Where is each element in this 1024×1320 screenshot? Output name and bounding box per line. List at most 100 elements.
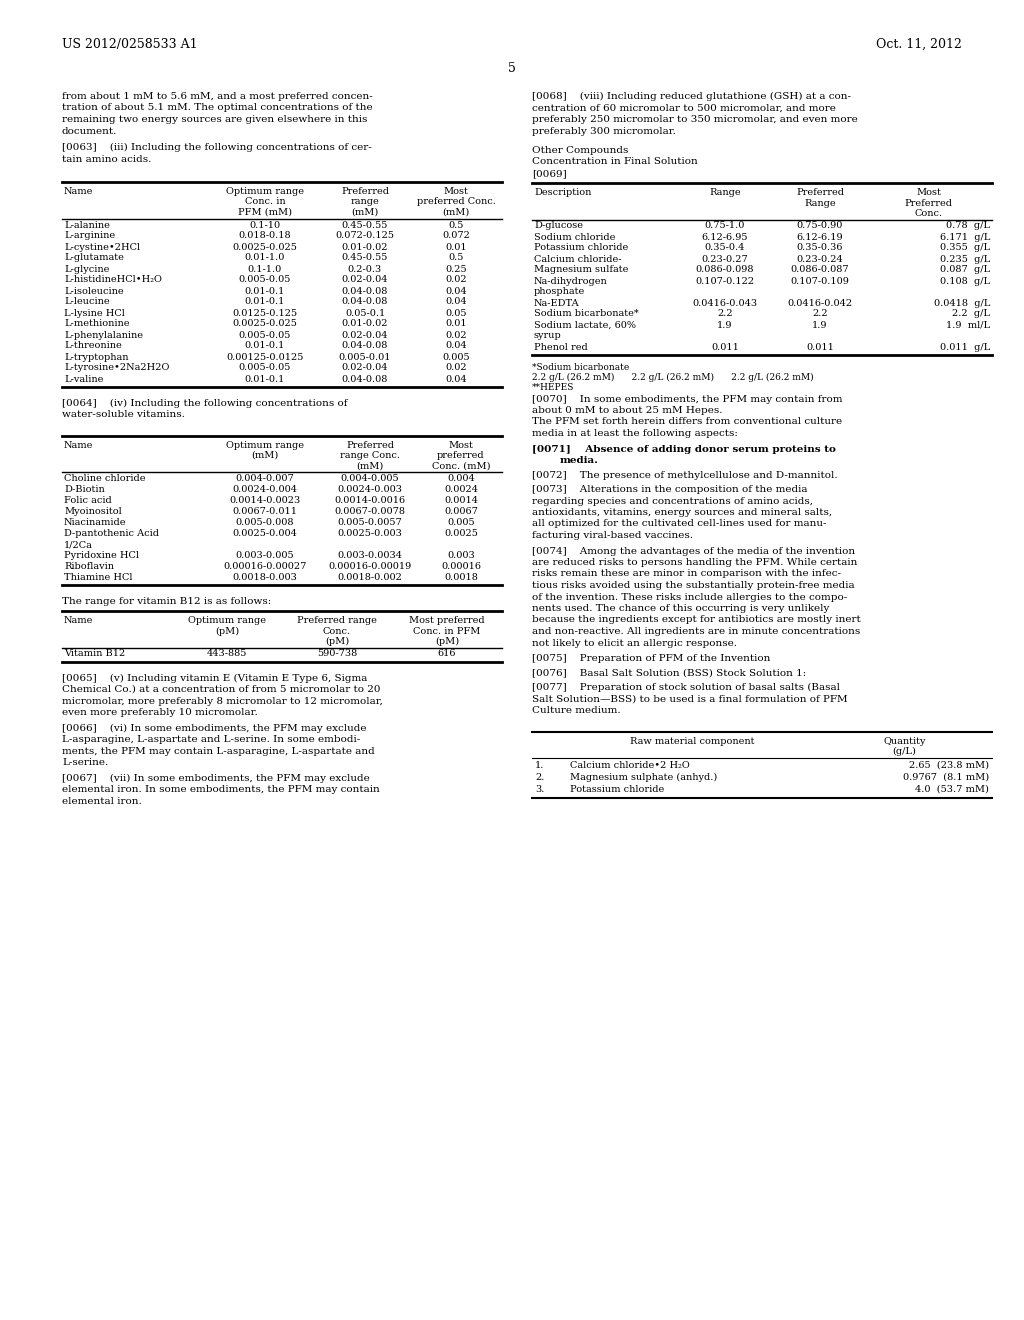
Text: elemental iron. In some embodiments, the PFM may contain: elemental iron. In some embodiments, the… [62,785,380,795]
Text: 0.003-0.0034: 0.003-0.0034 [338,550,402,560]
Text: 0.0067-0.0078: 0.0067-0.0078 [335,507,406,516]
Text: and non-reactive. All ingredients are in minute concentrations: and non-reactive. All ingredients are in… [532,627,860,636]
Text: remaining two energy sources are given elsewhere in this: remaining two energy sources are given e… [62,115,368,124]
Text: Salt Solution—BSS) to be used is a final formulation of PFM: Salt Solution—BSS) to be used is a final… [532,694,848,704]
Text: 0.04: 0.04 [445,375,467,384]
Text: elemental iron.: elemental iron. [62,796,141,805]
Text: [0072]    The presence of methylcellulose and D-mannitol.: [0072] The presence of methylcellulose a… [532,470,838,479]
Text: L-tyrosine•2Na2H2O: L-tyrosine•2Na2H2O [63,363,169,372]
Text: (mM): (mM) [251,451,279,459]
Text: 0.003-0.005: 0.003-0.005 [236,550,294,560]
Text: 4.0  (53.7 mM): 4.0 (53.7 mM) [915,784,989,793]
Text: L-lysine HCl: L-lysine HCl [63,309,125,318]
Text: 0.02-0.04: 0.02-0.04 [342,330,388,339]
Text: Raw material component: Raw material component [630,737,755,746]
Text: 1.9: 1.9 [717,321,733,330]
Text: nents used. The chance of this occurring is very unlikely: nents used. The chance of this occurring… [532,605,829,612]
Text: 0.1-1.0: 0.1-1.0 [248,264,283,273]
Text: 0.0067: 0.0067 [444,507,478,516]
Text: 0.107-0.109: 0.107-0.109 [791,276,850,285]
Text: 0.01-0.1: 0.01-0.1 [245,297,286,306]
Text: Most: Most [449,441,473,450]
Text: 0.01-0.02: 0.01-0.02 [342,243,388,252]
Text: 0.0018-0.003: 0.0018-0.003 [232,573,297,582]
Text: 0.35-0.4: 0.35-0.4 [705,243,745,252]
Text: 0.9767  (8.1 mM): 0.9767 (8.1 mM) [903,772,989,781]
Text: 0.0014-0.0016: 0.0014-0.0016 [335,496,406,506]
Text: 1.9: 1.9 [812,321,827,330]
Text: Magnesium sulphate (anhyd.): Magnesium sulphate (anhyd.) [570,772,717,781]
Text: Conc.: Conc. [323,627,351,635]
Text: PFM (mM): PFM (mM) [238,209,292,216]
Text: Oct. 11, 2012: Oct. 11, 2012 [877,38,962,51]
Text: Thiamine HCl: Thiamine HCl [63,573,132,582]
Text: [0070]    In some embodiments, the PFM may contain from: [0070] In some embodiments, the PFM may … [532,395,843,404]
Text: 0.04: 0.04 [445,297,467,306]
Text: 0.02-0.04: 0.02-0.04 [342,363,388,372]
Text: Name: Name [63,616,93,624]
Text: Calcium chloride-: Calcium chloride- [534,255,622,264]
Text: 0.78  g/L: 0.78 g/L [946,222,990,231]
Text: 0.004-0.005: 0.004-0.005 [341,474,399,483]
Text: L-leucine: L-leucine [63,297,110,306]
Text: Niacinamide: Niacinamide [63,517,127,527]
Text: 443-885: 443-885 [207,649,247,659]
Text: Sodium lactate, 60%: Sodium lactate, 60% [534,321,636,330]
Text: 0.00125-0.0125: 0.00125-0.0125 [226,352,304,362]
Text: Conc.: Conc. [914,209,942,218]
Text: L-asparagine, L-aspartate and L-serine. In some embodi-: L-asparagine, L-aspartate and L-serine. … [62,735,360,744]
Text: 0.5: 0.5 [449,220,464,230]
Text: 0.005-0.0057: 0.005-0.0057 [338,517,402,527]
Text: (mM): (mM) [442,209,470,216]
Text: The range for vitamin B12 is as follows:: The range for vitamin B12 is as follows: [62,597,271,606]
Text: 0.2-0.3: 0.2-0.3 [348,264,382,273]
Text: 616: 616 [437,649,457,659]
Text: D-glucose: D-glucose [534,222,583,231]
Text: [0074]    Among the advantages of the media of the invention: [0074] Among the advantages of the media… [532,546,855,556]
Text: Magnesium sulfate: Magnesium sulfate [534,265,629,275]
Text: 0.003: 0.003 [447,550,475,560]
Text: [0067]    (vii) In some embodiments, the PFM may exclude: [0067] (vii) In some embodiments, the PF… [62,774,370,783]
Text: Name: Name [63,187,93,195]
Text: 0.005-0.008: 0.005-0.008 [236,517,294,527]
Text: 0.355  g/L: 0.355 g/L [940,243,990,252]
Text: Range: Range [804,198,836,207]
Text: tain amino acids.: tain amino acids. [62,154,152,164]
Text: Conc. in: Conc. in [245,198,286,206]
Text: Most preferred: Most preferred [410,616,484,624]
Text: 0.072-0.125: 0.072-0.125 [336,231,394,240]
Text: facturing viral-based vaccines.: facturing viral-based vaccines. [532,531,693,540]
Text: 0.005: 0.005 [447,517,475,527]
Text: 0.04-0.08: 0.04-0.08 [342,342,388,351]
Text: 0.02: 0.02 [445,330,467,339]
Text: 0.01-0.02: 0.01-0.02 [342,319,388,329]
Text: media in at least the following aspects:: media in at least the following aspects: [532,429,738,438]
Text: 0.005-0.05: 0.005-0.05 [239,330,291,339]
Text: 1.: 1. [535,760,545,770]
Text: 0.0416-0.042: 0.0416-0.042 [787,298,853,308]
Text: not likely to elicit an allergic response.: not likely to elicit an allergic respons… [532,639,737,648]
Text: even more preferably 10 micromolar.: even more preferably 10 micromolar. [62,708,258,717]
Text: 2.: 2. [535,772,545,781]
Text: [0073]    Alterations in the composition of the media: [0073] Alterations in the composition of… [532,484,808,494]
Text: L-isoleucine: L-isoleucine [63,286,124,296]
Text: media.: media. [560,455,599,465]
Text: (mM): (mM) [356,462,384,470]
Text: Preferred: Preferred [341,187,389,195]
Text: 0.45-0.55: 0.45-0.55 [342,220,388,230]
Text: 2.2: 2.2 [812,309,827,318]
Text: 0.02: 0.02 [445,363,467,372]
Text: Most: Most [916,187,941,197]
Text: 0.02: 0.02 [445,276,467,285]
Text: Other Compounds: Other Compounds [532,147,629,154]
Text: Optimum range: Optimum range [226,187,304,195]
Text: 0.01: 0.01 [445,319,467,329]
Text: 0.04: 0.04 [445,342,467,351]
Text: preferably 300 micromolar.: preferably 300 micromolar. [532,127,676,136]
Text: 6.171  g/L: 6.171 g/L [940,232,990,242]
Text: L-glycine: L-glycine [63,264,110,273]
Text: Culture medium.: Culture medium. [532,706,621,715]
Text: 2.2  g/L: 2.2 g/L [952,309,990,318]
Text: L-valine: L-valine [63,375,103,384]
Text: Name: Name [63,441,93,450]
